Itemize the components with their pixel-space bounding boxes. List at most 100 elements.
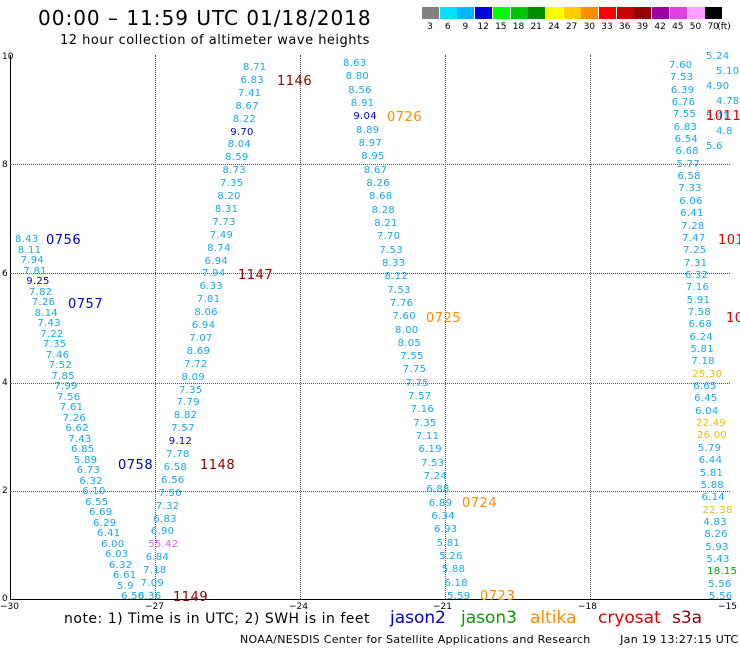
wave-height-obs: 6.69 [89,507,113,518]
wave-height-obs: 7.49 [209,229,234,241]
track-time-label: 101 [718,233,740,248]
wave-height-obs: 5.77 [676,158,700,170]
wave-height-obs: 5.88 [700,479,725,491]
wave-height-obs: 6.44 [698,455,723,467]
wave-height-obs: 7.85 [51,370,75,382]
wave-height-obs: 8.33 [382,257,406,269]
wave-height-obs: 5.91 [686,294,711,306]
wave-height-obs: 6.29 [93,517,117,529]
legend-swatch [475,7,493,19]
legend-swatch [492,7,510,19]
wave-height-obs: 7.53 [379,244,403,256]
x-tick-label: −30 [0,602,19,612]
legend-swatch [422,7,439,19]
legend-label: 12 [477,22,489,32]
legend-label: 33 [601,22,613,32]
wave-height-obs: 8.04 [227,139,252,151]
wave-height-obs: 7.35 [43,339,67,350]
wave-height-obs: 7.82 [29,286,53,298]
wave-height-obs: 7.22 [40,328,64,340]
wave-height-obs: 5.56 [709,591,733,602]
wave-height-obs: 8.91 [350,97,375,109]
wave-height-obs: 8.67 [235,100,259,112]
wave-height-obs: 8.14 [34,307,59,319]
wave-height-obs: 5.56 [708,578,732,590]
wave-height-obs: 6.24 [689,331,713,343]
wave-height-obs: 6.18 [444,577,468,589]
wave-height-obs: 8.95 [361,151,385,163]
footer-timestamp: Jan 19 13:27:15 UTC 2018 [620,633,740,646]
wave-height-obs: 7.60 [669,60,693,71]
wave-height-obs: 6.58 [163,461,188,473]
wave-height-obs: 7.16 [685,282,710,294]
legend-label: 18 [512,22,525,32]
wave-height-obs: 5.59 [447,591,471,602]
wave-height-obs: 7.53 [421,457,445,469]
track-time-label: 0758 [118,458,154,473]
wave-height-obs: 6.83 [240,74,264,86]
wave-height-obs: 7.35 [413,417,437,429]
wave-height-obs: 55.42 [148,539,179,551]
wave-height-obs: 6.36 [138,591,162,602]
y-tick-label: 0 [2,594,8,604]
wave-height-obs: 6.58 [677,171,701,183]
legend-swatch [457,7,475,19]
plot-frame [10,55,731,600]
wave-height-obs: 5.6 [706,141,723,152]
wave-height-obs: 5.88 [441,564,466,576]
wave-height-obs: 8.26 [704,529,728,541]
wave-height-obs: 6.45 [694,393,718,405]
y-tick-label: 2 [2,486,8,496]
wave-height-obs: 8.05 [397,337,422,349]
legend-swatch [528,7,546,19]
mission-jason2: jason2 [390,608,446,628]
legend-swatch [669,7,687,19]
wave-height-obs: 6.41 [97,528,121,539]
wave-height-obs: 26.00 [696,430,728,442]
track-time-label: 0725 [426,311,462,326]
wave-height-obs: 6.88 [426,484,450,496]
wave-height-obs: 7.79 [176,397,200,409]
wave-height-obs: 7.53 [387,284,411,296]
wave-height-obs: 8.73 [222,165,246,177]
wave-height-obs: 7.50 [158,487,182,499]
wave-height-obs: 8.63 [343,58,367,69]
wave-height-obs: 7.41 [237,87,262,99]
wave-height-obs: 5.41 [706,111,730,122]
map-title: 00:00 – 11:59 UTC 01/18/2018 [38,6,372,30]
wave-height-obs: 6.19 [418,444,442,456]
wave-height-obs: 7.55 [672,109,697,121]
wave-height-obs: 8.11 [17,244,42,256]
wave-height-obs: 5.89 [73,454,98,466]
y-tick-label: 10 [2,52,14,62]
wave-height-obs: 4.78 [716,96,740,107]
wave-height-obs: 6.50 [121,591,145,602]
wave-height-obs: 6.62 [65,423,89,434]
legend-label: 45 [672,22,684,32]
wave-height-obs: 6.84 [145,552,170,564]
vertical-gridline [445,55,446,599]
wave-height-obs: 5.81 [690,344,714,356]
wave-height-obs: 7.47 [682,232,706,244]
wave-height-obs: 4.83 [703,516,727,528]
track-time-label: 0723 [480,589,516,604]
legend-label: 24 [548,22,560,32]
wave-height-obs: 7.11 [415,431,440,443]
wave-height-obs: 8.56 [348,84,372,96]
wave-height-obs: 8.20 [217,191,241,203]
wave-height-obs: 6.10 [82,486,106,497]
track-time-label: 1148 [200,458,236,473]
wave-height-obs: 7.94 [202,268,226,280]
wave-height-obs: 7.46 [45,349,70,361]
wave-height-obs: 7.81 [23,265,47,277]
wave-height-obs: 5.26 [439,551,463,563]
track-time-label: 0724 [462,496,498,511]
wave-height-obs: 7.25 [682,245,707,257]
wave-height-obs: 6.61 [113,570,137,581]
legend-swatch [616,7,634,19]
wave-height-obs: 22.49 [695,418,727,430]
wave-height-obs: 8.97 [358,137,383,149]
wave-height-obs: 7.26 [62,412,87,424]
wave-height-obs: 5.10 [716,66,740,77]
x-tick-label: −15 [718,602,737,612]
